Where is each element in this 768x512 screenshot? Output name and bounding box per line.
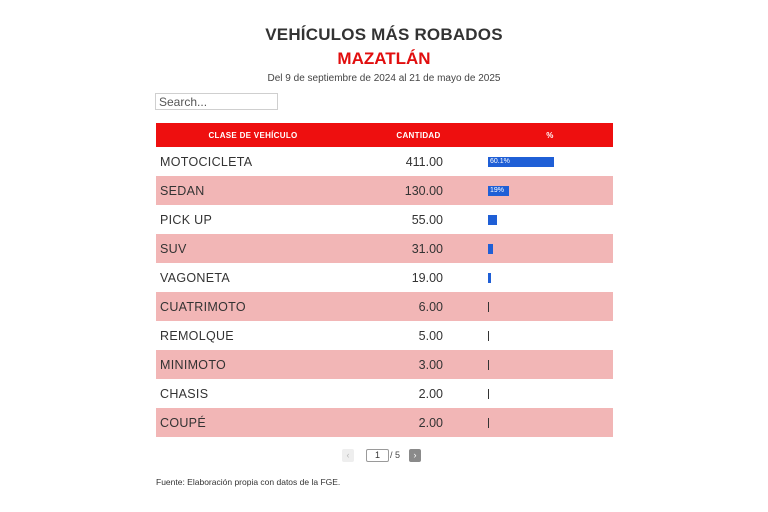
- percent-bar: [488, 359, 489, 370]
- cell-clase: MINIMOTO: [156, 350, 350, 379]
- cell-clase: CHASIS: [156, 379, 350, 408]
- percent-label: 19%: [490, 186, 505, 194]
- cell-cantidad: 2.00: [350, 379, 487, 408]
- cell-cantidad: 130.00: [350, 176, 487, 205]
- cell-cantidad: 6.00: [350, 292, 487, 321]
- percent-bar: [488, 388, 489, 399]
- search-input[interactable]: [155, 93, 278, 110]
- cell-cantidad: 55.00: [350, 205, 487, 234]
- cell-clase: CUATRIMOTO: [156, 292, 350, 321]
- percent-bar: [488, 214, 497, 225]
- cell-clase: COUPÉ: [156, 408, 350, 437]
- percent-bar: [488, 417, 489, 428]
- chevron-left-icon: ‹: [346, 449, 350, 460]
- table-row: CUATRIMOTO 6.00: [156, 292, 613, 321]
- vehicles-table: CLASE DE VEHÍCULO CANTIDAD % MOTOCICLETA…: [156, 123, 613, 437]
- cell-cantidad: 19.00: [350, 263, 487, 292]
- cell-cantidad: 3.00: [350, 350, 487, 379]
- table-row: MINIMOTO 3.00: [156, 350, 613, 379]
- cell-clase: PICK UP: [156, 205, 350, 234]
- cell-porcentaje: [487, 292, 613, 321]
- column-header-porcentaje[interactable]: %: [487, 123, 613, 147]
- cell-porcentaje: 60.1%: [487, 147, 613, 176]
- percent-bar: [488, 330, 489, 341]
- cell-clase: SEDAN: [156, 176, 350, 205]
- percent-bar: [488, 243, 493, 254]
- next-page-button[interactable]: ›: [409, 448, 422, 462]
- column-header-cantidad[interactable]: CANTIDAD: [350, 123, 487, 147]
- percent-bar: [488, 301, 489, 312]
- table-row: CHASIS 2.00: [156, 379, 613, 408]
- cell-cantidad: 31.00: [350, 234, 487, 263]
- page-total: / 5: [390, 450, 401, 460]
- table-row: SEDAN 130.00 19%: [156, 176, 613, 205]
- cell-porcentaje: [487, 263, 613, 292]
- table-row: REMOLQUE 5.00: [156, 321, 613, 350]
- percent-bar: [488, 272, 491, 283]
- page-number-input[interactable]: [366, 448, 389, 462]
- cell-clase: MOTOCICLETA: [156, 147, 350, 176]
- chevron-right-icon: ›: [413, 449, 417, 460]
- pagination: ‹ / 5 ›: [342, 448, 422, 462]
- table-header-row: CLASE DE VEHÍCULO CANTIDAD %: [156, 123, 613, 147]
- percent-bar: [488, 156, 554, 167]
- table-row: SUV 31.00: [156, 234, 613, 263]
- cell-porcentaje: [487, 234, 613, 263]
- cell-porcentaje: 19%: [487, 176, 613, 205]
- column-header-clase[interactable]: CLASE DE VEHÍCULO: [156, 123, 350, 147]
- cell-clase: SUV: [156, 234, 350, 263]
- cell-cantidad: 2.00: [350, 408, 487, 437]
- cell-porcentaje: [487, 408, 613, 437]
- source-note: Fuente: Elaboración propia con datos de …: [156, 477, 341, 487]
- cell-cantidad: 5.00: [350, 321, 487, 350]
- page-subtitle: MAZATLÁN: [337, 49, 431, 68]
- page-title: VEHÍCULOS MÁS ROBADOS: [265, 25, 503, 44]
- date-range: Del 9 de septiembre de 2024 al 21 de may…: [267, 73, 501, 84]
- cell-cantidad: 411.00: [350, 147, 487, 176]
- table-row: MOTOCICLETA 411.00 60.1%: [156, 147, 613, 176]
- table-row: VAGONETA 19.00: [156, 263, 613, 292]
- prev-page-button[interactable]: ‹: [342, 448, 354, 462]
- cell-porcentaje: [487, 350, 613, 379]
- percent-bar: [488, 185, 509, 196]
- cell-porcentaje: [487, 205, 613, 234]
- table-row: COUPÉ 2.00: [156, 408, 613, 437]
- cell-porcentaje: [487, 321, 613, 350]
- cell-porcentaje: [487, 379, 613, 408]
- table-row: PICK UP 55.00: [156, 205, 613, 234]
- cell-clase: REMOLQUE: [156, 321, 350, 350]
- cell-clase: VAGONETA: [156, 263, 350, 292]
- percent-label: 60.1%: [490, 157, 510, 165]
